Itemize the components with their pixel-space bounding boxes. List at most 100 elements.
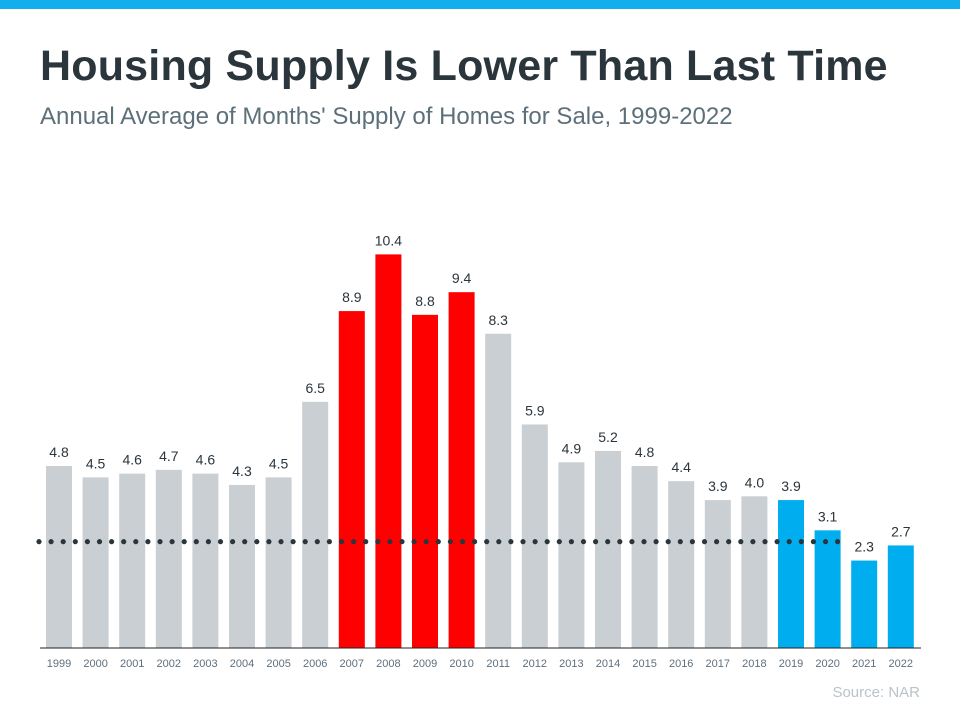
- reference-dot: [835, 539, 841, 545]
- reference-dot: [786, 539, 792, 545]
- x-tick-label-2004: 2004: [230, 658, 254, 670]
- bar-2001: [119, 473, 146, 648]
- bar-2004: [229, 484, 255, 648]
- reference-dot: [701, 539, 708, 545]
- reference-dot: [36, 539, 42, 545]
- reference-dot: [520, 539, 526, 545]
- data-label-2018: 4.0: [745, 474, 765, 490]
- reference-dot: [750, 539, 756, 545]
- data-label-2000: 4.5: [86, 455, 106, 471]
- reference-dot: [314, 539, 320, 545]
- x-tick-label-2001: 2001: [120, 658, 144, 670]
- data-label-2020: 3.1: [818, 508, 838, 524]
- bar-2006: [302, 401, 329, 648]
- reference-dot: [193, 539, 199, 545]
- bar-2021: [851, 560, 878, 648]
- bar-1999: [46, 466, 72, 648]
- bar-2020: [814, 530, 841, 648]
- x-tick-label-2006: 2006: [303, 658, 327, 670]
- x-tick-label-2015: 2015: [632, 658, 656, 670]
- bar-2008: [375, 254, 402, 648]
- bar-2007: [338, 311, 365, 648]
- bar-2003: [192, 473, 219, 648]
- reference-dot: [230, 539, 236, 545]
- reference-dot: [665, 539, 671, 545]
- reference-dot: [435, 539, 441, 545]
- reference-dot: [738, 539, 744, 545]
- x-tick-label-2011: 2011: [486, 658, 510, 670]
- reference-dot: [72, 539, 78, 545]
- x-tick-label-2007: 2007: [340, 658, 364, 670]
- reference-dot: [556, 539, 562, 545]
- reference-dot: [302, 539, 308, 545]
- bar-2012: [521, 424, 548, 648]
- data-label-2009: 8.8: [415, 293, 435, 309]
- reference-dot: [726, 539, 732, 545]
- reference-dot: [169, 539, 175, 545]
- data-label-2011: 8.3: [488, 312, 508, 328]
- x-tick-label-2013: 2013: [559, 658, 583, 670]
- reference-dot: [181, 539, 187, 545]
- bar-2015: [631, 466, 658, 648]
- data-label-2001: 4.6: [122, 452, 142, 468]
- x-tick-label-2008: 2008: [376, 658, 400, 670]
- reference-dot: [363, 539, 369, 545]
- x-tick-label-2010: 2010: [449, 658, 473, 670]
- reference-dot: [48, 539, 54, 545]
- bar-2011: [485, 333, 512, 648]
- reference-dot: [217, 539, 224, 545]
- x-tick-label-2019: 2019: [779, 658, 803, 670]
- reference-dot: [242, 539, 248, 545]
- data-label-2013: 4.9: [562, 440, 582, 456]
- x-tick-label-1999: 1999: [47, 658, 71, 670]
- data-label-2010: 9.4: [452, 270, 472, 286]
- bar-2018: [741, 496, 768, 648]
- bar-2016: [668, 481, 695, 648]
- bar-2022: [887, 545, 914, 648]
- chart-subtitle: Annual Average of Months' Supply of Home…: [40, 103, 733, 130]
- reference-dot: [484, 539, 490, 545]
- data-label-1999: 4.8: [49, 444, 69, 460]
- reference-dot: [617, 539, 623, 545]
- reference-line-dotted: [36, 539, 841, 545]
- reference-dot: [593, 539, 599, 545]
- data-label-2015: 4.8: [635, 444, 655, 460]
- x-tick-label-2020: 2020: [815, 658, 839, 670]
- reference-dot: [762, 539, 768, 545]
- reference-dot: [266, 539, 272, 545]
- bar-2000: [82, 477, 109, 648]
- reference-dot: [714, 539, 720, 545]
- bar-2019: [778, 500, 804, 648]
- data-label-2016: 4.4: [671, 459, 691, 475]
- x-tick-label-2005: 2005: [266, 658, 290, 670]
- reference-dot: [145, 539, 151, 545]
- bar-2002: [155, 469, 182, 648]
- reference-dot: [84, 539, 90, 545]
- data-label-2002: 4.7: [159, 448, 179, 464]
- reference-dot: [254, 539, 260, 545]
- bar-2009: [412, 314, 438, 648]
- reference-dot: [157, 539, 163, 545]
- reference-dot: [822, 539, 829, 545]
- x-tick-label-2003: 2003: [193, 658, 217, 670]
- reference-dot: [677, 539, 683, 545]
- data-label-2014: 5.2: [598, 429, 618, 445]
- data-label-2008: 10.4: [375, 232, 402, 248]
- x-tick-label-2000: 2000: [83, 658, 107, 670]
- reference-dot: [387, 539, 393, 545]
- reference-dot: [544, 539, 550, 545]
- reference-dot: [447, 539, 453, 545]
- reference-dot: [278, 539, 284, 545]
- data-label-2022: 2.7: [891, 523, 911, 539]
- reference-dot: [532, 539, 538, 545]
- reference-dot: [351, 539, 357, 545]
- bar-2017: [704, 500, 731, 648]
- data-label-2012: 5.9: [525, 402, 545, 418]
- reference-dot: [798, 539, 804, 545]
- reference-dot: [568, 539, 575, 545]
- reference-dot: [60, 539, 66, 545]
- data-label-2007: 8.9: [342, 289, 362, 305]
- bar-2013: [558, 462, 585, 648]
- x-tick-label-2009: 2009: [413, 658, 437, 670]
